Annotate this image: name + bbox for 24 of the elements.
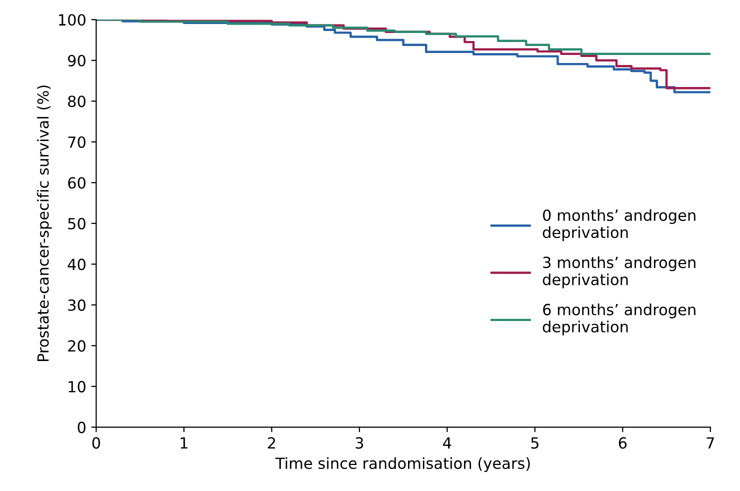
x-tick-label: 1 xyxy=(180,437,188,448)
y-tick-label: 80 xyxy=(68,96,86,108)
x-tick-label: 3 xyxy=(356,437,364,449)
y-tick-label: 100 xyxy=(58,14,86,26)
x-tick-label: 5 xyxy=(531,437,538,449)
y-tick-label: 30 xyxy=(68,299,86,311)
x-tick-label: 6 xyxy=(618,437,627,449)
y-tick-label: 60 xyxy=(68,177,86,189)
legend-label: 3 months’ androgen deprivation xyxy=(542,256,696,288)
y-tick-label: 50 xyxy=(68,218,86,230)
y-tick-label: 0 xyxy=(78,422,86,434)
y-tick-label: 20 xyxy=(68,340,86,352)
legend-label: 0 months’ androgen deprivation xyxy=(542,209,696,242)
x-tick-label: 4 xyxy=(443,437,452,448)
legend-label: 6 months’ androgen deprivation xyxy=(542,304,696,336)
y-tick-label: 90 xyxy=(68,54,86,66)
x-tick-label: 0 xyxy=(92,437,100,449)
y-axis-title: Prostate-cancer-specific survival (%) xyxy=(36,86,52,362)
y-tick-label: 70 xyxy=(68,136,86,148)
x-axis-title: Time since randomisation (years) xyxy=(275,457,530,472)
x-tick-label: 7 xyxy=(706,437,714,448)
x-tick-label: 2 xyxy=(268,437,276,448)
y-tick-label: 10 xyxy=(68,380,86,392)
y-tick-label: 40 xyxy=(68,258,86,270)
